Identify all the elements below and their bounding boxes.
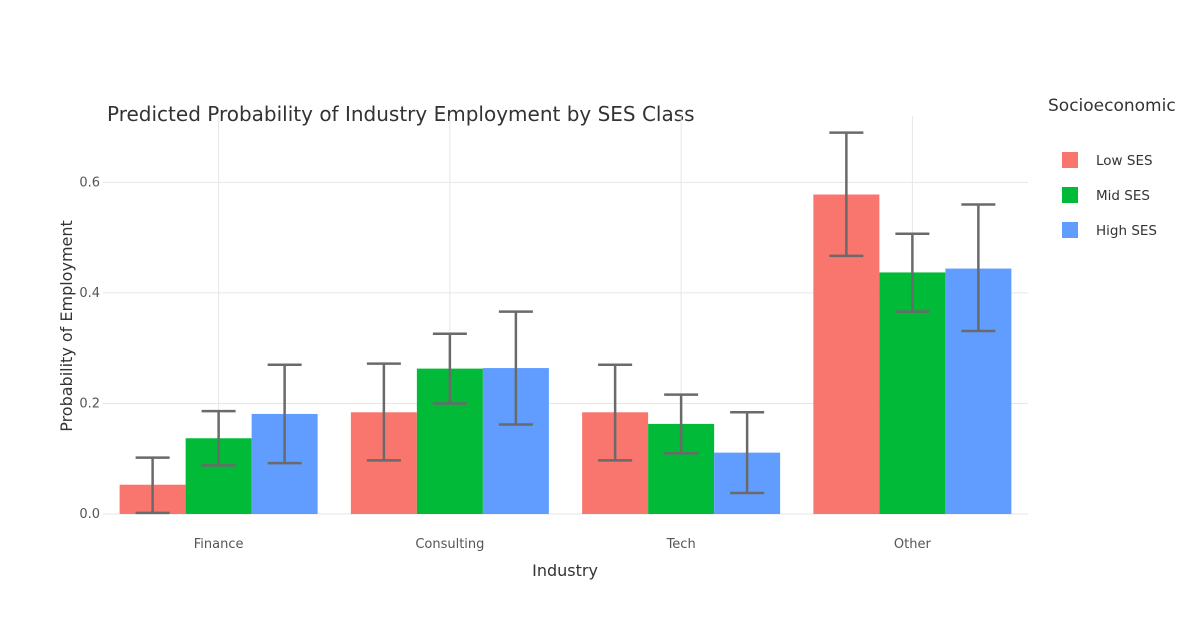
error-bar	[598, 363, 633, 462]
legend-item[interactable]: High SES	[1062, 222, 1157, 239]
error-bar	[267, 363, 302, 465]
error-bar	[432, 332, 467, 405]
legend[interactable]: Socioeconomic Low SES Mid SES High SES	[1048, 96, 1176, 239]
y-axis-ticks: 0.0 0.2 0.4 0.6	[79, 175, 100, 522]
y-tick-label: 0.0	[79, 507, 100, 522]
x-axis-title: Industry	[532, 561, 598, 580]
legend-label: High SES	[1096, 223, 1157, 239]
y-axis-title: Probability of Employment	[57, 220, 76, 432]
error-bar	[730, 411, 765, 495]
x-tick-label: Tech	[666, 537, 696, 552]
error-bar	[135, 456, 170, 515]
legend-swatch	[1062, 222, 1078, 238]
legend-label: Low SES	[1096, 153, 1153, 169]
error-bar	[366, 362, 401, 462]
error-bar	[201, 409, 236, 467]
error-bars	[135, 131, 996, 515]
legend-label: Mid SES	[1096, 188, 1150, 204]
x-tick-label: Other	[894, 537, 932, 552]
error-bar	[961, 203, 996, 333]
legend-item[interactable]: Mid SES	[1062, 187, 1150, 204]
legend-swatch	[1062, 152, 1078, 168]
error-bar	[498, 310, 533, 426]
y-tick-label: 0.2	[79, 396, 100, 411]
legend-item[interactable]: Low SES	[1062, 152, 1153, 169]
y-tick-label: 0.6	[79, 175, 100, 190]
x-tick-label: Consulting	[415, 537, 484, 552]
legend-swatch	[1062, 187, 1078, 203]
error-bar	[664, 393, 699, 455]
error-bar	[895, 232, 930, 313]
bars	[119, 194, 1012, 514]
x-tick-label: Finance	[194, 537, 244, 552]
x-axis-ticks: Finance Consulting Tech Other	[194, 537, 932, 552]
y-tick-label: 0.4	[79, 286, 100, 301]
error-bar	[829, 131, 864, 258]
legend-title: Socioeconomic	[1048, 96, 1176, 116]
chart-title: Predicted Probability of Industry Employ…	[107, 102, 695, 126]
